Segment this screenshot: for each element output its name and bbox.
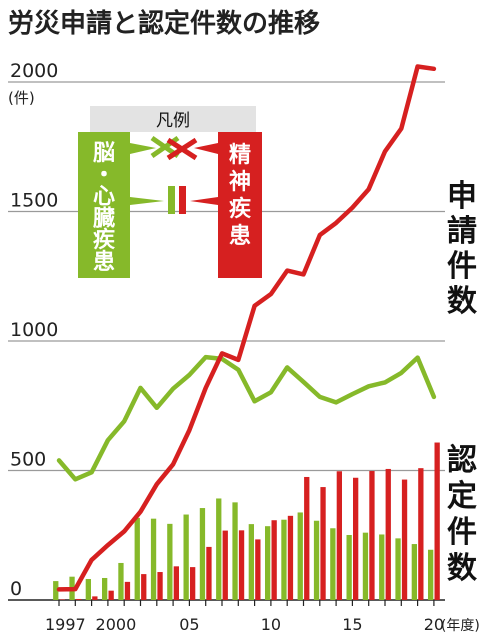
legend-left-box [78,132,130,278]
approval-bar [108,590,114,600]
approval-bar [232,502,238,600]
approval-bar [238,530,245,600]
approval-bar [411,544,417,600]
approval-bar [304,476,310,600]
x-tick-label: 15 [342,615,362,634]
approval-bar [206,546,212,600]
approval-bar [59,599,65,600]
y-tick-label: 500 [10,449,46,471]
approval-bar [157,572,163,600]
approval-bar [134,517,140,600]
y-tick-label: 2000 [10,60,58,82]
approval-bar [102,577,108,600]
legend-bar-symbol [168,186,186,214]
legend-right-box [218,132,262,278]
approval-bar [118,562,124,600]
approval-bar [190,567,196,600]
chart-title: 労災申請と認定件数の推移 [8,8,320,39]
application-lines [56,64,437,592]
approval-bar [297,512,303,600]
approval-bar [216,498,222,600]
approval-bar [271,520,277,600]
approval-bar [395,538,401,600]
approval-bar [53,581,59,600]
approval-bar [401,479,408,600]
application-line [56,64,437,592]
legend-left-label: 脳・心臓疾患 [93,141,115,275]
x-axis: 1997 2000 05 10 15 20(年度) [45,600,480,634]
approval-bar [353,477,359,600]
approval-bar [346,534,352,600]
legend-title: 凡例 [156,111,190,131]
approval-bar [85,579,91,600]
approval-bar [281,519,287,600]
approval-bar [248,524,254,600]
approval-bar [287,515,294,600]
x-axis-suffix: (年度) [441,618,480,634]
approval-bar [255,539,261,600]
approval-bar [313,520,320,600]
x-tick-label: 05 [179,615,199,634]
legend-arrows [130,143,218,205]
approval-bar [265,526,271,600]
approval-bar [141,574,147,600]
legend-right-label: 精神疾患 [229,142,251,249]
legend-header [90,106,256,132]
x-tick-label: 2000 [96,615,137,634]
x-tick-label: 1997 [45,615,86,634]
approval-bar [428,549,434,600]
approval-bar [362,532,369,600]
applications-side-label: 申請件数 [447,179,478,319]
y-axis: 0 500 1000 1500 2000 (件) [8,60,58,600]
y-tick-label: 1000 [10,319,58,341]
approval-bar [92,596,98,600]
approvals-side-label: 認定件数 [447,443,478,586]
y-tick-label: 1500 [10,190,58,212]
y-tick-label: 0 [10,578,22,600]
approval-bar [379,534,385,600]
approval-bar [434,442,440,600]
approval-bar [418,468,424,600]
approval-bar [183,514,189,600]
approval-bar [385,468,391,600]
approval-bar [173,566,179,600]
approval-bar [330,528,336,600]
application-line [56,354,437,482]
approval-bar [75,598,82,600]
unit-label: (件) [8,89,35,107]
approval-bar [336,471,342,600]
approval-bars [53,442,440,600]
x-tick-label: 10 [261,615,281,634]
approval-bar [150,518,157,600]
x-tick-label: 20 [424,615,444,634]
legend-line-symbol [150,135,198,161]
approval-bar [320,487,326,600]
legend: 凡例 脳・心臓疾患 精神疾患 [78,106,262,278]
approval-bar [222,530,228,600]
approval-bar [167,523,173,600]
approval-bar [124,581,131,600]
approval-bar [369,471,375,600]
approval-bar [199,508,206,600]
